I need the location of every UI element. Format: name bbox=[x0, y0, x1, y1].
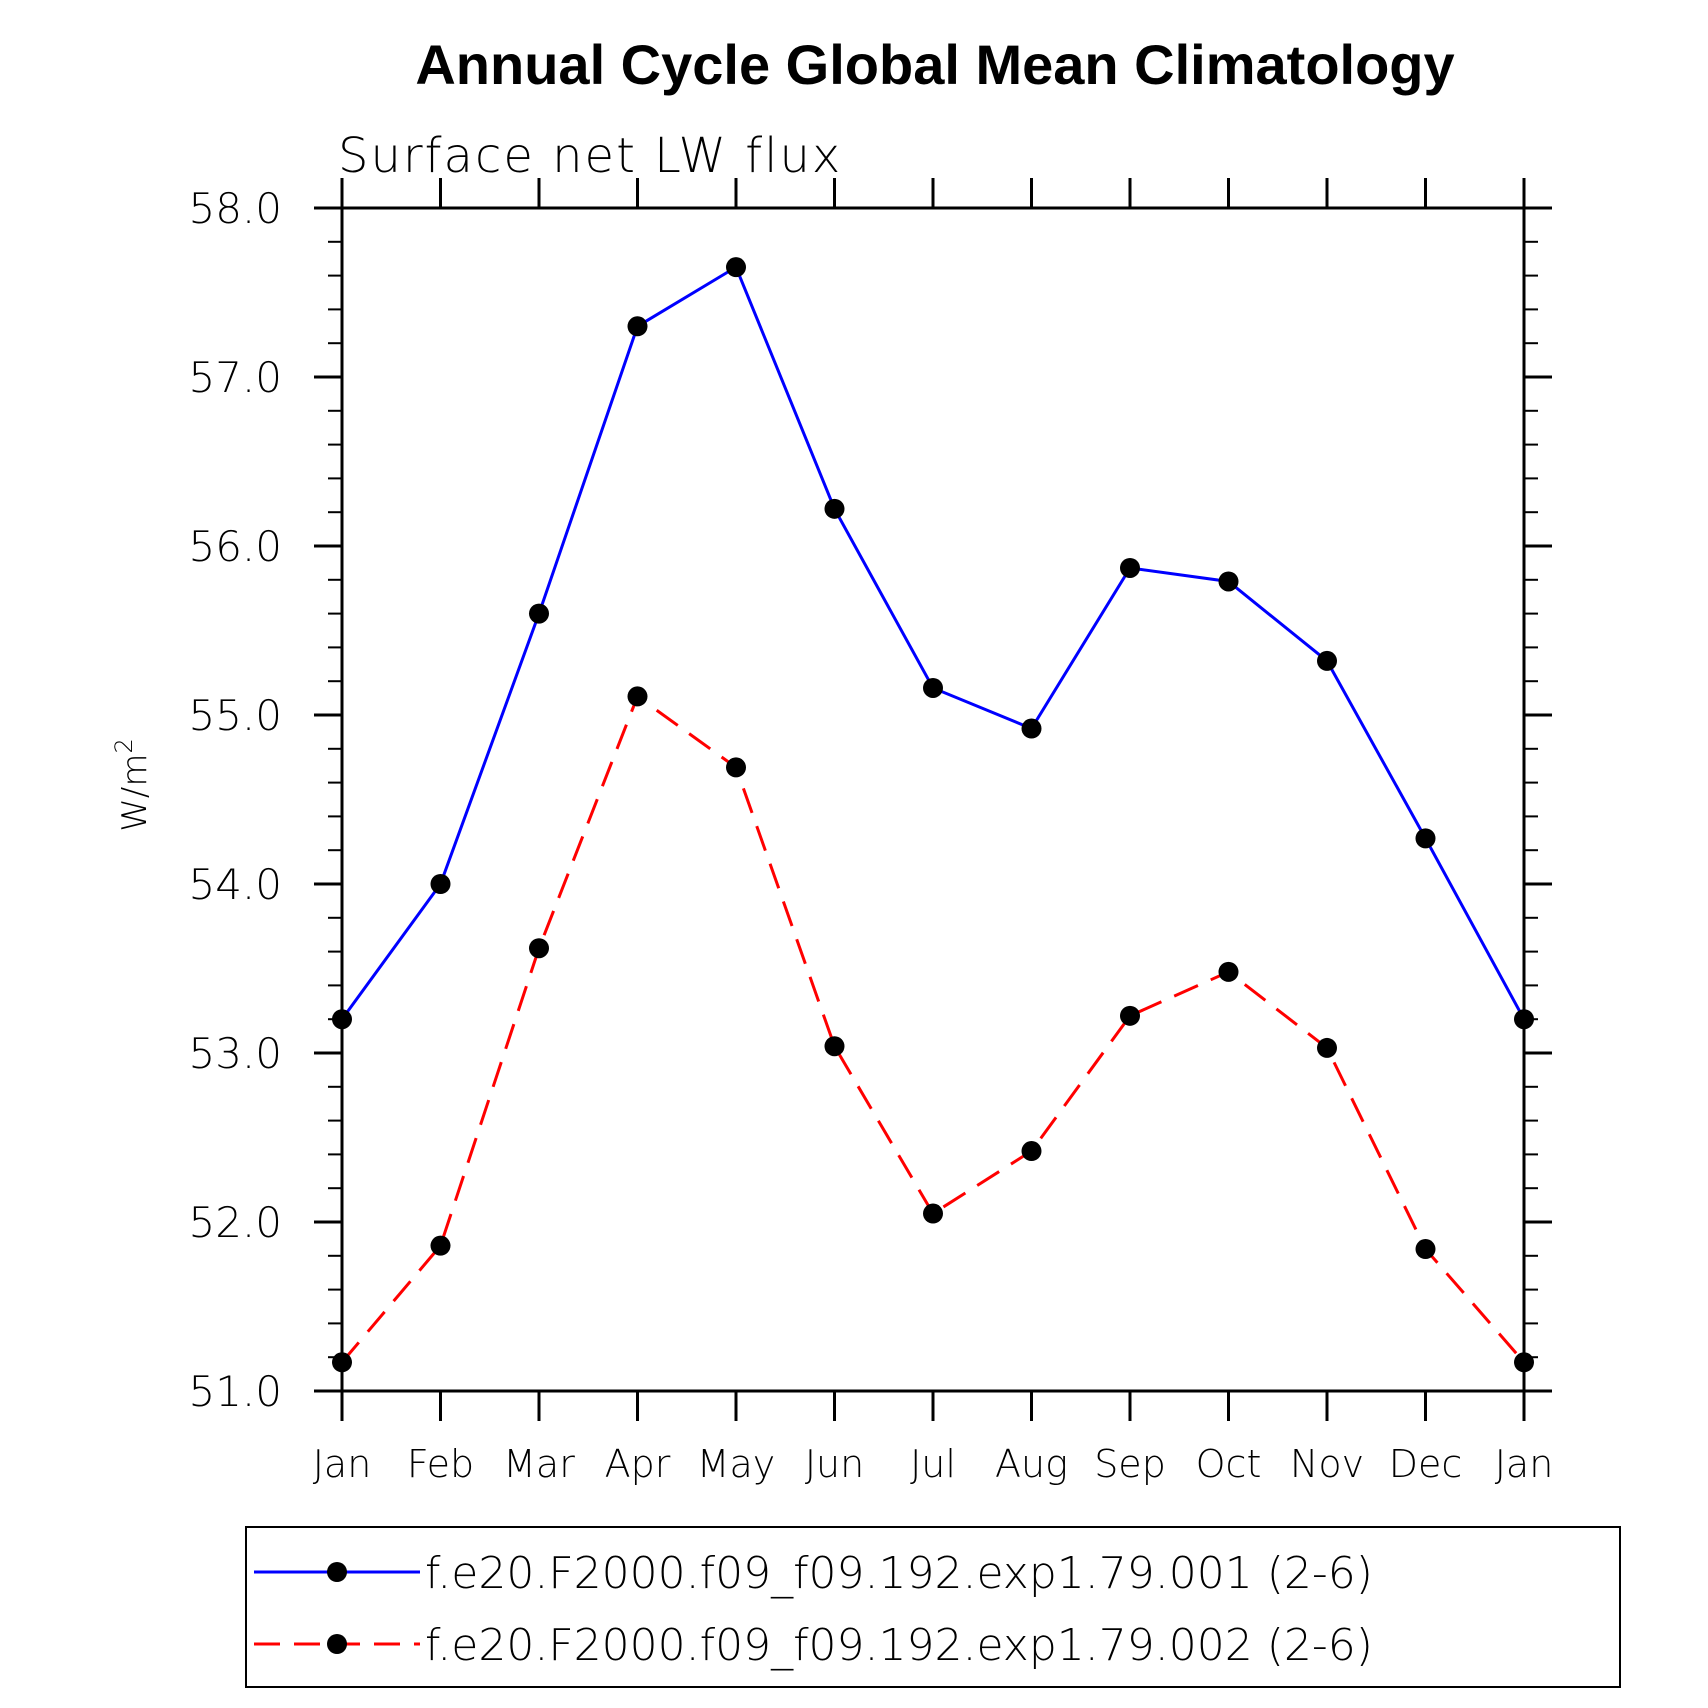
data-point-series-2 bbox=[430, 1235, 451, 1256]
y-tick-label: 55.0 bbox=[188, 691, 282, 740]
data-point-series-2 bbox=[824, 1036, 845, 1057]
y-tick-label: 54.0 bbox=[188, 860, 282, 909]
y-tick-label: 57.0 bbox=[188, 353, 282, 402]
x-tick-label: Nov bbox=[1290, 1442, 1364, 1486]
data-point-series-1 bbox=[923, 677, 943, 698]
x-tick-label: Aug bbox=[995, 1442, 1068, 1486]
data-point-series-2 bbox=[1218, 961, 1239, 982]
series-line-1 bbox=[340, 264, 1526, 1021]
series-layer bbox=[332, 257, 1534, 1373]
legend: f.e20.F2000.f09_f09.192.exp1.79.001 (2-6… bbox=[245, 1526, 1621, 1688]
chart-title: Annual Cycle Global Mean Climatology bbox=[415, 33, 1454, 96]
x-tick-label: Dec bbox=[1389, 1442, 1463, 1486]
data-point-series-2 bbox=[1120, 1005, 1140, 1026]
data-point-series-2 bbox=[1021, 1141, 1042, 1162]
x-tick-label: Jan bbox=[1495, 1442, 1554, 1486]
data-point-series-1 bbox=[1514, 1009, 1534, 1030]
data-point-series-1 bbox=[1415, 828, 1436, 849]
series-line-2 bbox=[340, 694, 1526, 1364]
x-tick-label: Apr bbox=[605, 1442, 671, 1486]
data-point-series-1 bbox=[1120, 557, 1140, 578]
data-point-series-2 bbox=[529, 938, 549, 959]
x-tick-label: Oct bbox=[1196, 1442, 1262, 1486]
legend-marker-series-2 bbox=[327, 1634, 347, 1654]
data-point-series-1 bbox=[1317, 650, 1337, 671]
data-point-series-2 bbox=[923, 1203, 943, 1224]
data-point-series-1 bbox=[430, 874, 451, 894]
y-tick-label: 56.0 bbox=[188, 522, 282, 571]
x-tick-label: Mar bbox=[503, 1442, 575, 1486]
legend-marker-series-1 bbox=[327, 1562, 347, 1582]
data-point-series-1 bbox=[726, 257, 746, 278]
x-tick-labels: Jan Feb Mar Apr May Jun Jul Aug Sep Oct Nov Dec Jan bbox=[313, 1442, 1554, 1486]
data-point-series-1 bbox=[627, 316, 648, 337]
x-tick-label: May bbox=[697, 1442, 776, 1486]
data-point-series-2 bbox=[627, 686, 648, 707]
chart-subtitle: Surface net LW flux bbox=[338, 128, 842, 184]
data-point-series-2 bbox=[1415, 1239, 1436, 1260]
data-point-series-1 bbox=[529, 603, 549, 624]
data-point-series-2 bbox=[1317, 1037, 1337, 1058]
y-axis-label: W/m2 bbox=[110, 738, 155, 831]
x-tick-label: Jun bbox=[805, 1442, 864, 1486]
legend-frame bbox=[245, 1526, 1621, 1688]
y-tick-labels: 51.0 52.0 53.0 54.0 55.0 56.0 57.0 58.0 bbox=[188, 184, 282, 1416]
x-tick-label: Sep bbox=[1094, 1442, 1166, 1486]
plot-frame bbox=[340, 206, 1526, 1393]
x-tick-label: Jul bbox=[910, 1442, 956, 1486]
y-tick-label: 51.0 bbox=[188, 1367, 282, 1416]
legend-label-series-1: f.e20.F2000.f09_f09.192.exp1.79.001 (2-6… bbox=[425, 1548, 1373, 1599]
y-axis-label-superscript: 2 bbox=[110, 738, 138, 753]
data-point-series-2 bbox=[332, 1352, 352, 1373]
data-point-series-2 bbox=[1514, 1352, 1534, 1373]
data-point-series-2 bbox=[726, 757, 746, 778]
y-tick-label: 52.0 bbox=[188, 1198, 282, 1247]
data-point-series-1 bbox=[1218, 571, 1239, 592]
legend-label-series-2: f.e20.F2000.f09_f09.192.exp1.79.002 (2-6… bbox=[425, 1620, 1373, 1671]
data-point-series-1 bbox=[332, 1009, 352, 1030]
x-tick-label: Jan bbox=[313, 1442, 372, 1486]
y-tick-label: 58.0 bbox=[188, 184, 282, 233]
x-tick-label: Feb bbox=[407, 1442, 474, 1486]
data-point-series-1 bbox=[824, 498, 845, 519]
y-axis-label-unit: W/m bbox=[115, 754, 155, 832]
y-tick-label: 53.0 bbox=[188, 1029, 282, 1078]
axis-ticks bbox=[314, 178, 1552, 1421]
data-point-series-1 bbox=[1021, 718, 1042, 739]
